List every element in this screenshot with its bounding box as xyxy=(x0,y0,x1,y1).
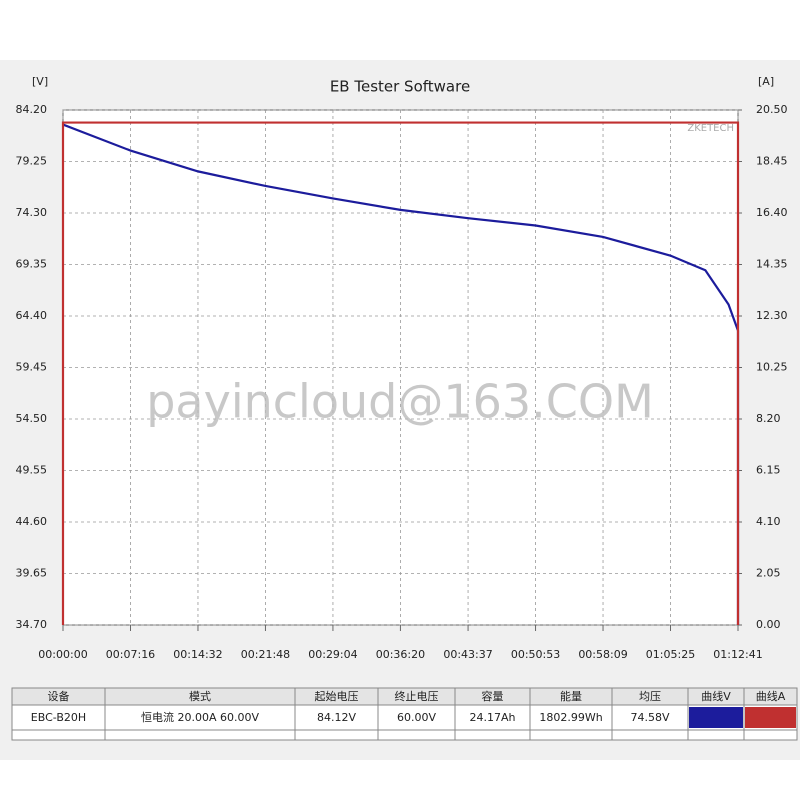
y-tick-label: 59.45 xyxy=(16,361,48,374)
chart-title: EB Tester Software xyxy=(330,78,470,96)
watermark: payincloud@163.COM xyxy=(146,375,654,429)
table-body-bg xyxy=(12,705,797,740)
table-header: 能量 xyxy=(560,689,582,703)
table-cell xyxy=(743,729,798,741)
table-header: 模式 xyxy=(189,690,211,703)
table-header: 终止电压 xyxy=(395,689,439,703)
y2-axis-label: [A] xyxy=(758,75,774,88)
table-cell-text: 1802.99Wh xyxy=(539,711,602,724)
table-header: 曲线V xyxy=(701,689,731,703)
x-tick-label: 00:00:00 xyxy=(38,648,87,661)
x-tick-label: 00:43:37 xyxy=(443,648,492,661)
y-tick-label: 84.20 xyxy=(16,103,48,116)
y-tick-label: 39.65 xyxy=(16,567,48,580)
y2-tick-label: 20.50 xyxy=(756,103,788,116)
x-tick-label: 01:12:41 xyxy=(713,648,762,661)
y-tick-label: 79.25 xyxy=(16,155,48,168)
table-cell-text: 恒电流 20.00A 60.00V xyxy=(141,710,259,724)
x-tick-label: 00:21:48 xyxy=(241,648,290,661)
y2-tick-label: 0.00 xyxy=(756,618,781,631)
table-header: 容量 xyxy=(482,689,504,703)
table-cell-text: 60.00V xyxy=(397,711,436,724)
y2-tick-label: 4.10 xyxy=(756,515,781,528)
y2-tick-label: 12.30 xyxy=(756,309,788,322)
table-header: 设备 xyxy=(48,689,70,703)
curve-swatch xyxy=(745,707,796,728)
y-tick-label: 69.35 xyxy=(16,258,48,271)
y2-tick-label: 16.40 xyxy=(756,206,788,219)
series-line xyxy=(61,121,740,625)
curve-swatch xyxy=(689,707,743,728)
brand: ZKETECH xyxy=(687,123,734,134)
x-tick-label: 01:05:25 xyxy=(646,648,695,661)
table-cell-text: 74.58V xyxy=(630,711,669,724)
x-tick-label: 00:29:04 xyxy=(308,648,357,661)
y2-tick-label: 6.15 xyxy=(756,464,781,477)
series-line xyxy=(62,123,740,625)
table-header: 曲线A xyxy=(756,689,786,703)
x-tick-label: 00:58:09 xyxy=(578,648,627,661)
table-header: 均压 xyxy=(639,690,661,703)
y-tick-label: 34.70 xyxy=(16,618,48,631)
x-tick-label: 00:14:32 xyxy=(173,648,222,661)
y2-tick-label: 14.35 xyxy=(756,258,788,271)
y-tick-label: 64.40 xyxy=(16,309,48,322)
table-cell-text: 24.17Ah xyxy=(470,711,516,724)
y2-tick-label: 8.20 xyxy=(756,412,781,425)
x-tick-label: 00:07:16 xyxy=(106,648,155,661)
y2-tick-label: 18.45 xyxy=(756,155,788,168)
table-header-bg xyxy=(12,688,797,705)
y-tick-label: 44.60 xyxy=(16,515,48,528)
y-tick-label: 74.30 xyxy=(16,206,48,219)
table-cell-text: EBC-B20H xyxy=(31,711,86,724)
x-tick-label: 00:36:20 xyxy=(376,648,425,661)
y2-tick-label: 10.25 xyxy=(756,361,788,374)
y-axis-label: [V] xyxy=(32,75,48,88)
table-header: 起始电压 xyxy=(315,689,359,703)
y-tick-label: 54.50 xyxy=(16,412,48,425)
x-tick-label: 00:50:53 xyxy=(511,648,560,661)
y2-tick-label: 2.05 xyxy=(756,567,781,580)
table-cell-text: 84.12V xyxy=(317,711,356,724)
y-tick-label: 49.55 xyxy=(16,464,48,477)
